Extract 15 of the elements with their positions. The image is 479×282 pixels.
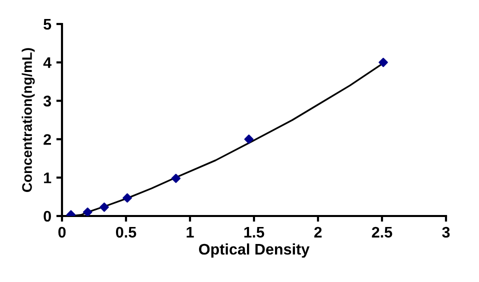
y-tick-label: 4 xyxy=(43,57,52,68)
x-tick-label: 3 xyxy=(442,226,450,238)
x-axis-title: Optical Density xyxy=(199,243,310,258)
y-tick-label: 3 xyxy=(43,96,52,107)
x-tick-label: 2.5 xyxy=(372,226,392,238)
y-tick-label: 0 xyxy=(44,210,51,222)
x-tick-label: 1 xyxy=(186,226,194,238)
x-tick-label: 0 xyxy=(58,226,66,238)
y-tick-label: 1 xyxy=(44,172,52,184)
x-tick-label: 1.5 xyxy=(244,226,264,238)
y-axis-title: Concentration(ng/mL) xyxy=(22,48,35,192)
y-tick-label: 5 xyxy=(44,19,52,30)
x-tick-label: 2 xyxy=(314,226,322,238)
x-tick-label: 0.5 xyxy=(116,226,136,238)
y-tick-label: 2 xyxy=(44,134,51,145)
